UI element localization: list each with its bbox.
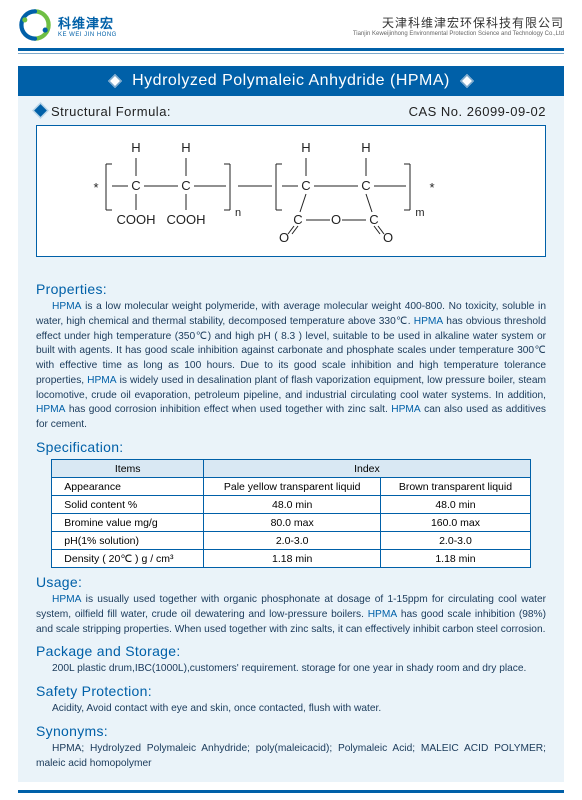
svg-text:C: C <box>131 178 140 193</box>
package-heading: Package and Storage: <box>36 643 546 659</box>
svg-text:*: * <box>429 180 434 195</box>
logo-block: 科维津宏 KE WEI JIN HONG <box>18 8 117 42</box>
diamond-icon <box>460 74 474 88</box>
spec-value-a: Pale yellow transparent liquid <box>204 478 381 496</box>
svg-text:m: m <box>415 207 424 219</box>
col-items: Items <box>52 460 204 478</box>
table-row: Bromine value mg/g80.0 max160.0 max <box>52 514 530 532</box>
svg-text:O: O <box>383 230 393 244</box>
svg-text:H: H <box>301 140 310 155</box>
svg-text:C: C <box>181 178 190 193</box>
spec-item: Solid content % <box>52 496 204 514</box>
svg-text:H: H <box>361 140 370 155</box>
usage-text: HPMA is usually used together with organ… <box>36 593 546 637</box>
spec-value-b: 1.18 min <box>381 550 530 568</box>
spec-value-a: 2.0-3.0 <box>204 532 381 550</box>
spec-item: Bromine value mg/g <box>52 514 204 532</box>
synonyms-text: HPMA; Hydrolyzed Polymaleic Anhydride; p… <box>36 742 546 772</box>
svg-text:C: C <box>301 178 310 193</box>
company-name-block: 科维津宏 KE WEI JIN HONG <box>58 13 117 38</box>
title-bar: Hydrolyzed Polymaleic Anhydride (HPMA) <box>18 66 564 96</box>
svg-text:n: n <box>235 207 241 219</box>
svg-text:O: O <box>331 212 341 227</box>
page-title: Hydrolyzed Polymaleic Anhydride (HPMA) <box>132 72 450 90</box>
svg-text:COOH: COOH <box>117 212 156 227</box>
structural-formula-svg: * HH C C COOH COOH n <box>76 134 506 244</box>
spec-value-a: 1.18 min <box>204 550 381 568</box>
svg-text:C: C <box>293 212 302 227</box>
company-full-block: 天津科维津宏环保科技有限公司 Tianjin Keweijinhong Envi… <box>353 14 564 37</box>
svg-text:C: C <box>361 178 370 193</box>
specification-heading: Specification: <box>36 439 546 455</box>
header-rule-thick <box>18 48 564 51</box>
col-index: Index <box>204 460 531 478</box>
svg-text:C: C <box>369 212 378 227</box>
company-name-pinyin: KE WEI JIN HONG <box>58 32 117 38</box>
spec-value-a: 80.0 max <box>204 514 381 532</box>
svg-text:H: H <box>131 140 140 155</box>
table-row: AppearancePale yellow transparent liquid… <box>52 478 530 496</box>
spec-item: Density ( 20℃ ) g / cm³ <box>52 550 204 568</box>
properties-text: HPMA is a low molecular weight polymerid… <box>36 300 546 433</box>
diamond-bullet-icon <box>34 104 47 117</box>
safety-text: Acidity, Avoid contact with eye and skin… <box>36 702 546 717</box>
structural-formula-label: Structural Formula: <box>36 104 171 119</box>
svg-text:O: O <box>279 230 289 244</box>
structural-row: Structural Formula: CAS No. 26099-09-02 <box>36 104 546 119</box>
properties-heading: Properties: <box>36 281 546 297</box>
spec-item: Appearance <box>52 478 204 496</box>
table-row: Solid content %48.0 min48.0 min <box>52 496 530 514</box>
usage-heading: Usage: <box>36 574 546 590</box>
cas-number: CAS No. 26099-09-02 <box>409 104 546 119</box>
table-row: pH(1% solution)2.0-3.02.0-3.0 <box>52 532 530 550</box>
content-panel: Hydrolyzed Polymaleic Anhydride (HPMA) S… <box>18 66 564 782</box>
specification-table: Items Index AppearancePale yellow transp… <box>51 459 530 568</box>
spec-value-b: 2.0-3.0 <box>381 532 530 550</box>
spec-value-a: 48.0 min <box>204 496 381 514</box>
synonyms-heading: Synonyms: <box>36 723 546 739</box>
logo-icon <box>18 8 52 42</box>
header-rule-thin <box>18 53 564 54</box>
table-header-row: Items Index <box>52 460 530 478</box>
safety-heading: Safety Protection: <box>36 683 546 699</box>
footer-rule <box>18 790 564 793</box>
table-row: Density ( 20℃ ) g / cm³1.18 min1.18 min <box>52 550 530 568</box>
company-name-cn: 科维津宏 <box>58 13 117 32</box>
package-text: 200L plastic drum,IBC(1000L),customers' … <box>36 662 546 677</box>
spec-value-b: 48.0 min <box>381 496 530 514</box>
svg-text:*: * <box>93 180 98 195</box>
spec-item: pH(1% solution) <box>52 532 204 550</box>
structural-formula-box: * HH C C COOH COOH n <box>36 125 546 257</box>
svg-text:H: H <box>181 140 190 155</box>
company-full-cn: 天津科维津宏环保科技有限公司 <box>353 14 564 31</box>
diamond-icon <box>108 74 122 88</box>
spec-value-b: Brown transparent liquid <box>381 478 530 496</box>
page-header: 科维津宏 KE WEI JIN HONG 天津科维津宏环保科技有限公司 Tian… <box>0 0 582 46</box>
svg-text:COOH: COOH <box>167 212 206 227</box>
company-full-en: Tianjin Keweijinhong Environmental Prote… <box>353 31 564 37</box>
spec-value-b: 160.0 max <box>381 514 530 532</box>
